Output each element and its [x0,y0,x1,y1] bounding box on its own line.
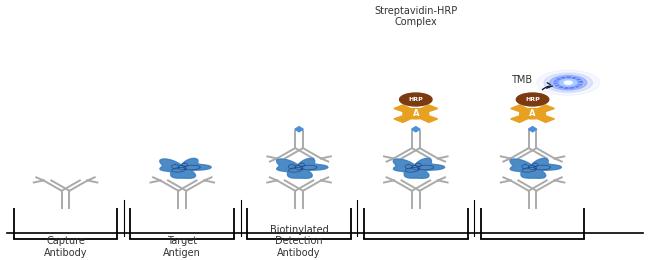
Polygon shape [160,158,211,178]
Text: Capture
Antibody: Capture Antibody [44,236,87,258]
Text: A: A [413,109,419,118]
Circle shape [519,108,545,119]
Text: Streptavidin-HRP
Complex: Streptavidin-HRP Complex [374,6,458,28]
Polygon shape [528,127,537,132]
Polygon shape [276,158,328,178]
Polygon shape [393,158,445,178]
Text: A: A [529,109,536,118]
Polygon shape [295,127,304,132]
Circle shape [559,79,577,86]
Polygon shape [394,115,413,122]
Polygon shape [511,105,529,112]
Circle shape [537,70,599,95]
Circle shape [550,75,587,90]
Polygon shape [510,158,562,178]
Circle shape [544,73,593,92]
Polygon shape [511,115,529,122]
Text: Biotinylated
Detection
Antibody: Biotinylated Detection Antibody [270,225,328,258]
Text: HRP: HRP [408,97,423,102]
Circle shape [564,81,572,84]
Polygon shape [536,105,554,112]
Circle shape [403,108,429,119]
Polygon shape [419,105,437,112]
Circle shape [400,93,432,106]
Polygon shape [394,105,413,112]
Polygon shape [536,115,554,122]
Text: HRP: HRP [525,97,540,102]
Polygon shape [411,127,420,132]
Text: Target
Antigen: Target Antigen [163,236,202,258]
Circle shape [516,93,549,106]
Text: TMB: TMB [512,75,532,85]
Polygon shape [419,115,437,122]
Circle shape [554,77,582,88]
